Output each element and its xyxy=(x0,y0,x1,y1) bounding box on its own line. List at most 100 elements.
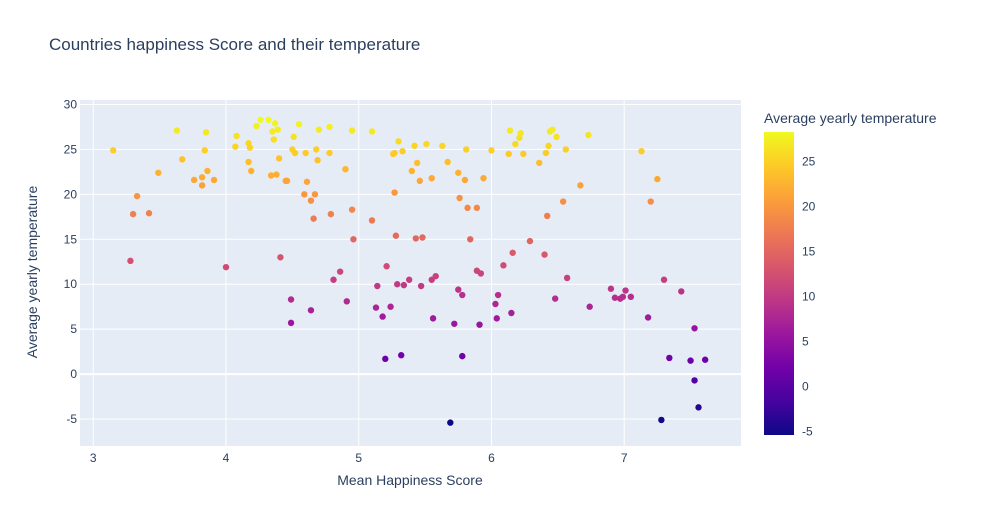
data-point xyxy=(413,159,421,167)
data-point xyxy=(382,355,389,363)
data-point xyxy=(493,315,500,322)
data-point xyxy=(303,178,311,185)
colorbar-tick-label: 25 xyxy=(802,155,816,169)
data-point xyxy=(275,155,283,162)
data-point xyxy=(155,169,162,176)
data-point xyxy=(658,416,665,424)
data-point xyxy=(391,189,398,196)
data-point xyxy=(127,257,134,265)
data-point xyxy=(455,169,462,176)
data-point xyxy=(198,174,206,181)
data-point xyxy=(638,148,645,155)
y-tick-label: 15 xyxy=(64,232,78,246)
data-point xyxy=(520,150,527,158)
data-point xyxy=(687,357,694,364)
data-point xyxy=(541,251,548,258)
data-point xyxy=(476,321,483,328)
data-point xyxy=(245,158,252,166)
data-point xyxy=(691,325,698,332)
data-points xyxy=(109,116,709,426)
data-point xyxy=(545,142,552,150)
data-point xyxy=(691,377,698,384)
colorbar-tick-label: 20 xyxy=(802,200,816,214)
data-point xyxy=(326,123,333,131)
data-point xyxy=(480,174,487,182)
data-point xyxy=(701,356,709,363)
data-point xyxy=(526,237,534,245)
data-point xyxy=(423,140,430,148)
data-point xyxy=(553,133,560,141)
data-point xyxy=(202,129,210,136)
data-point xyxy=(204,167,211,175)
data-point xyxy=(233,132,240,140)
data-point xyxy=(190,176,198,184)
colorbar-ticks: -5 0 5 10 15 20 25 xyxy=(802,155,816,439)
data-point xyxy=(473,204,481,212)
data-point xyxy=(432,272,439,280)
data-point xyxy=(302,149,309,157)
data-point xyxy=(542,149,550,157)
y-axis-title: Average yearly temperature xyxy=(24,186,40,359)
data-point xyxy=(313,146,320,153)
data-point xyxy=(307,307,315,314)
data-point xyxy=(419,234,426,241)
colorbar-tick-label: 5 xyxy=(802,334,809,348)
data-point xyxy=(343,298,350,305)
data-point xyxy=(301,191,308,198)
colorbar-title: Average yearly temperature xyxy=(764,110,937,126)
x-tick-label: 5 xyxy=(355,451,362,465)
data-point xyxy=(311,191,319,198)
colorbar-tick-label: 0 xyxy=(802,379,809,393)
data-point xyxy=(506,127,514,134)
data-point xyxy=(326,149,333,157)
axis-ticks: 3 4 5 6 7 -5 0 5 10 15 20 25 30 xyxy=(64,97,628,465)
data-point xyxy=(246,144,254,151)
chart-title: Countries happiness Score and their temp… xyxy=(49,35,420,54)
data-point xyxy=(145,210,153,217)
y-tick-label: 0 xyxy=(70,367,77,381)
data-point xyxy=(429,315,437,322)
data-point xyxy=(368,217,376,224)
y-tick-label: 5 xyxy=(70,322,77,336)
data-point xyxy=(647,198,654,205)
data-point xyxy=(201,147,208,154)
data-point xyxy=(563,274,571,282)
data-point xyxy=(398,352,405,359)
data-point xyxy=(348,127,356,134)
data-point xyxy=(379,313,386,320)
data-point xyxy=(350,236,357,243)
x-tick-label: 7 xyxy=(621,451,628,465)
data-point xyxy=(461,176,469,184)
data-point xyxy=(585,131,592,139)
data-point xyxy=(459,352,466,360)
data-point xyxy=(408,167,416,175)
data-point xyxy=(179,156,186,163)
data-point xyxy=(400,281,408,289)
colorbar xyxy=(764,132,794,435)
data-point xyxy=(330,276,337,283)
data-point xyxy=(439,142,446,150)
data-point xyxy=(477,270,485,277)
y-tick-label: 30 xyxy=(64,97,78,111)
data-point xyxy=(562,146,569,153)
data-point xyxy=(387,303,394,310)
data-point xyxy=(577,182,584,189)
data-point xyxy=(290,133,297,141)
data-point xyxy=(463,146,470,153)
y-tick-label: 10 xyxy=(64,277,78,291)
data-point xyxy=(666,354,673,362)
data-point xyxy=(342,166,349,173)
data-point xyxy=(492,300,499,308)
data-point xyxy=(222,263,230,271)
data-point xyxy=(270,136,277,143)
data-point xyxy=(451,320,458,327)
data-point xyxy=(500,262,507,269)
data-point xyxy=(291,149,299,157)
data-point xyxy=(459,291,466,299)
colorbar-tick-label: -5 xyxy=(802,424,813,438)
data-point xyxy=(392,232,400,239)
data-point xyxy=(109,147,117,154)
data-point xyxy=(310,215,317,222)
data-point xyxy=(129,210,137,218)
data-point xyxy=(644,314,652,321)
